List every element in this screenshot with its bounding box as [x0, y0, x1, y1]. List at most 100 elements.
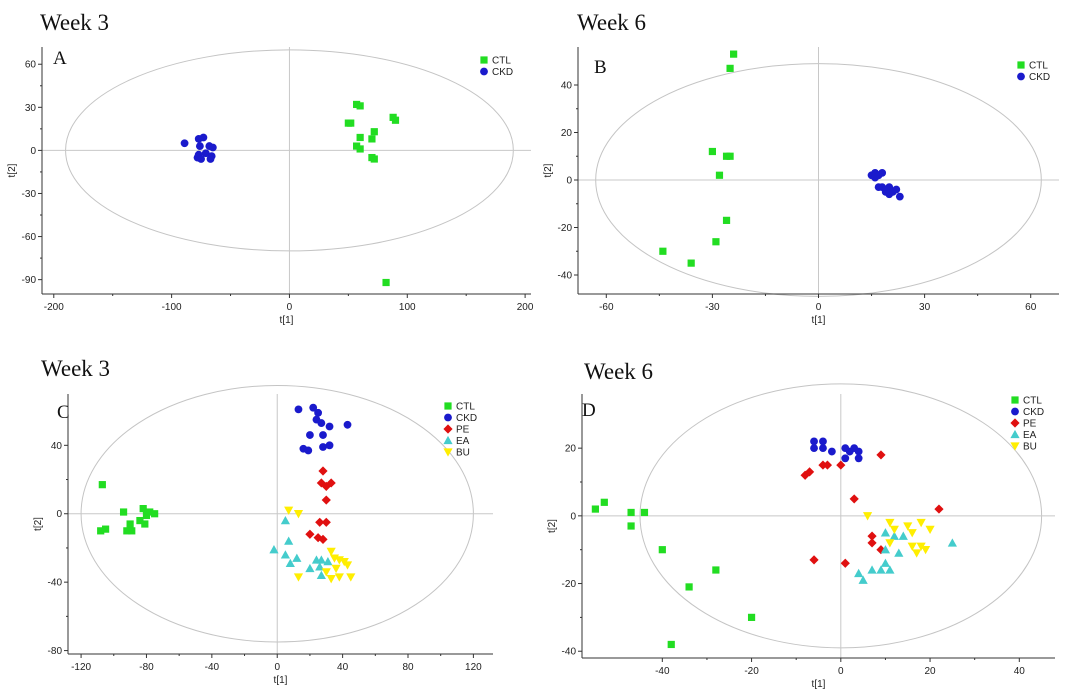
panel-a-x-tick-label: -200: [44, 302, 64, 313]
panel-c-point-pe: [305, 529, 315, 539]
panel-c-point-ckd: [317, 419, 326, 427]
panel-d-legend-label-bu: BU: [1023, 442, 1037, 453]
panel-d-point-bu: [885, 539, 895, 548]
panel-d-point-pe: [867, 538, 877, 548]
panel-c-point-ea: [284, 536, 294, 545]
panel-c-point-pe: [318, 534, 328, 544]
panel-b-legend-marker-ctl: [1017, 61, 1025, 69]
panel-d-point-ea: [947, 538, 957, 547]
panel-b-point-ctl: [730, 50, 738, 58]
panel-d-point-bu: [907, 542, 917, 551]
panel-a-x-tick-label: 0: [287, 302, 293, 313]
panel-b-point-ctl: [726, 152, 734, 160]
panel-c-point-ckd: [294, 405, 303, 414]
panel-c-x-tick-label: -80: [139, 662, 154, 673]
panel-c-point-bu: [321, 568, 331, 577]
panel-c-point-bu: [293, 573, 304, 582]
panel-c-point-ctl: [128, 527, 136, 535]
panel-c-legend-label-bu: BU: [456, 448, 470, 459]
panel-c-legend-marker-ctl: [444, 402, 452, 410]
panel-d-point-bu: [903, 522, 913, 531]
panel-c-point-pe: [318, 466, 328, 476]
panel-b-point-ctl: [659, 247, 667, 255]
panel-c-point-ckd: [306, 431, 314, 439]
panel-c-legend-label-ea: EA: [456, 436, 470, 447]
panel-d-point-ckd: [819, 437, 827, 446]
panel-d-legend-marker-ctl: [1011, 396, 1019, 404]
panel-c-x-tick-label: -40: [205, 662, 220, 673]
panel-c-x-tick-label: 120: [465, 662, 482, 673]
panel-c-point-ckd: [325, 441, 334, 450]
panel-c-point-bu: [342, 561, 353, 570]
panel-a-point-ckd: [193, 153, 202, 162]
panel-c-y-tick-label: 40: [51, 441, 63, 452]
panel-c-point-bu: [346, 573, 356, 582]
panel-a-point-ckd: [208, 143, 217, 152]
panel-d-point-ctl: [627, 508, 635, 517]
panel-b-label: B: [594, 57, 607, 78]
panel-b-x-axis-label: t[1]: [812, 315, 826, 326]
panel-d-point-pe: [849, 494, 859, 504]
panel-c-point-ctl: [101, 525, 110, 533]
panel-d-legend-marker-ckd: [1011, 407, 1019, 416]
panel-d-point-bu: [916, 542, 926, 551]
panel-d-point-ctl: [747, 613, 756, 621]
panel-c-point-ea: [316, 570, 326, 579]
panel-b-point-ckd: [874, 183, 883, 192]
panel-d-x-tick-label: 20: [924, 666, 936, 677]
panel-b-point-ckd: [881, 187, 890, 196]
panel-d-point-ea: [880, 558, 891, 567]
panel-a-point-ctl: [382, 278, 390, 287]
panel-a-point-ctl: [370, 128, 378, 136]
panel-d-point-ea: [894, 548, 904, 557]
panel-c-point-ea: [316, 555, 326, 564]
panel-c-point-pe: [313, 533, 323, 543]
panel-b-y-tick-label: -20: [558, 223, 573, 234]
panel-b-point-ckd: [871, 173, 879, 182]
panel-b-point-ckd: [878, 168, 887, 177]
panel-d-point-pe: [876, 450, 886, 460]
panel-a-y-tick-label: -30: [22, 189, 37, 200]
panel-a-point-ckd: [206, 155, 215, 163]
panel-c-label: C: [57, 402, 70, 423]
panel-a-legend-label-ckd: CKD: [492, 67, 513, 78]
panel-d-point-ctl: [685, 583, 693, 591]
panel-c-point-pe: [315, 517, 325, 527]
panel-b: Week 6 B -60 -30 0 30 60 40 20 0 -20 -40 t[1] t[2] C…: [543, 10, 1059, 326]
panel-a-legend-marker-ctl: [480, 56, 488, 64]
panel-c-point-ctl: [119, 508, 128, 516]
panel-b-week-title: Week 6: [577, 10, 646, 35]
panel-b-y-tick-label: 0: [566, 176, 572, 187]
panel-d-x-axis-label: t[1]: [812, 679, 826, 690]
panel-c-point-ckd: [319, 443, 327, 451]
panel-d-point-bu: [925, 525, 935, 534]
panel-d-point-bu: [889, 525, 899, 534]
panel-c-point-ckd: [304, 446, 313, 455]
panel-d-point-ea: [889, 531, 899, 540]
panel-c-point-bu: [326, 575, 336, 584]
panel-d-point-pe: [934, 504, 944, 514]
panel-b-point-ckd: [895, 192, 904, 201]
panel-d: Week 6 D -40 -20 0 20 40 20 0 -20 -40 t[1] t[2] CTL…: [547, 359, 1055, 690]
panel-d-x-tick-label: 0: [838, 666, 844, 677]
panel-b-x-tick-label: 30: [919, 302, 931, 313]
panel-c-point-ea: [323, 557, 333, 566]
panel-d-point-ea: [854, 568, 864, 578]
panel-d-point-ctl: [627, 522, 635, 530]
panel-d-point-ctl: [640, 508, 649, 517]
panel-a-point-ckd: [201, 149, 210, 158]
panel-d-legend-marker-bu: [1010, 442, 1020, 451]
panel-a-point-ckd: [199, 133, 208, 142]
panel-d-point-ea: [885, 565, 895, 574]
panel-d-point-ctl: [591, 505, 599, 513]
panel-d-y-tick-label: -20: [562, 579, 577, 590]
panel-c-legend-marker-pe: [443, 424, 453, 434]
panel-d-point-bu: [916, 518, 926, 528]
panel-a-point-ctl: [356, 102, 364, 110]
panel-c-y-tick-label: -40: [48, 578, 63, 589]
panel-d-point-ckd: [841, 454, 850, 463]
panel-c-point-ckd: [325, 422, 334, 431]
panel-a-point-ctl: [347, 119, 355, 127]
panel-b-point-ctl: [722, 216, 731, 224]
